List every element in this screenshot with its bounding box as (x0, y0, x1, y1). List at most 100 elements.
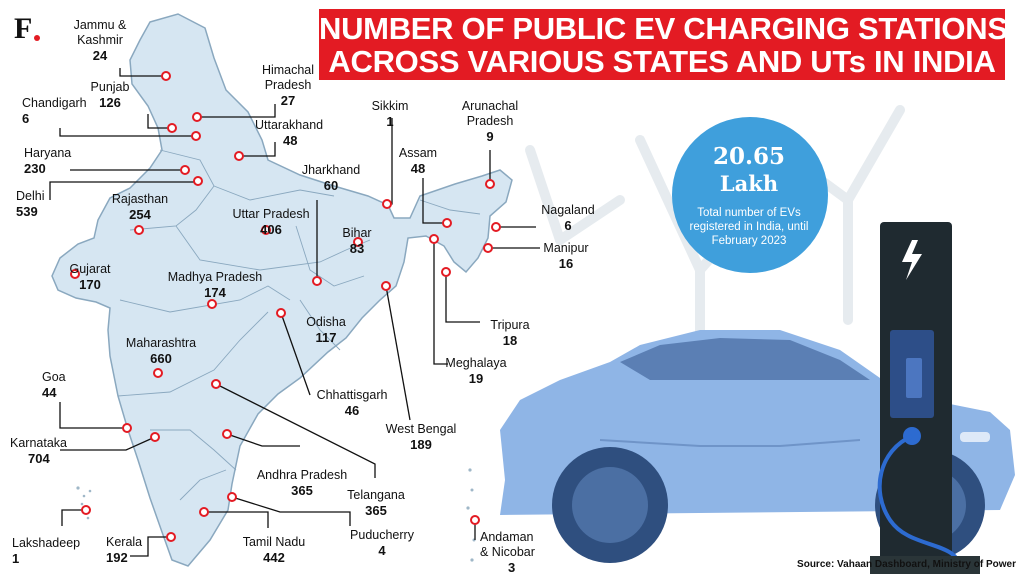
state-value: 539 (16, 204, 38, 219)
state-value: 230 (24, 161, 46, 176)
state-name: Delhi (16, 189, 45, 203)
label-gujarat: Gujarat 170 (60, 262, 120, 292)
label-meghalaya: Meghalaya 19 (438, 356, 514, 386)
state-value: 9 (486, 129, 494, 144)
state-name: Gujarat (69, 262, 111, 276)
label-andaman-nicobar: Andaman & Nicobar 3 (480, 530, 535, 575)
label-assam: Assam 48 (396, 146, 440, 176)
state-value: 48 (410, 161, 426, 176)
state-name: Haryana (24, 146, 72, 160)
state-value: 4 (378, 543, 386, 558)
label-uttar-pradesh: Uttar Pradesh 406 (226, 207, 316, 237)
state-value: 365 (365, 503, 387, 518)
label-manipur: Manipur 16 (538, 241, 594, 271)
ev-total-unit: Lakh (719, 171, 779, 196)
state-name: Assam (398, 146, 438, 160)
label-uttarakhand: Uttarakhand 48 (255, 118, 323, 148)
state-value: 24 (92, 48, 108, 63)
state-value: 18 (502, 333, 518, 348)
label-kerala: Kerala 192 (106, 535, 142, 565)
state-name: Maharashtra (125, 336, 197, 350)
leader-lines (49, 68, 540, 557)
label-madhya-pradesh: Madhya Pradesh 174 (160, 270, 270, 300)
state-value: 660 (150, 351, 172, 366)
state-name: Puducherry (350, 528, 414, 542)
state-name: Madhya Pradesh (167, 270, 263, 284)
state-name: Arunachal Pradesh (461, 99, 519, 128)
label-jharkhand: Jharkhand 60 (296, 163, 366, 193)
label-haryana: Haryana 230 (24, 146, 71, 176)
label-punjab: Punjab 126 (80, 80, 140, 110)
state-name: Sikkim (371, 99, 409, 113)
state-name: Andaman & Nicobar (480, 530, 535, 559)
label-chhattisgarh: Chhattisgarh 46 (310, 388, 394, 418)
label-jammu-kashmir: Jammu & Kashmir 24 (60, 18, 140, 63)
state-name: Tripura (490, 318, 530, 332)
state-value: 189 (410, 437, 432, 452)
state-name: Himachal Pradesh (261, 63, 315, 92)
logo: F (14, 12, 33, 45)
state-name: Karnataka (10, 436, 67, 450)
state-name: Rajasthan (111, 192, 169, 206)
label-puducherry: Puducherry 4 (344, 528, 420, 558)
state-value: 442 (263, 550, 285, 565)
state-name: Meghalaya (445, 356, 507, 370)
state-value: 365 (291, 483, 313, 498)
label-arunachal-pradesh: Arunachal Pradesh 9 (452, 99, 528, 144)
label-chandigarh: Chandigarh 6 (22, 96, 87, 126)
state-name: Chhattisgarh (316, 388, 388, 402)
title-line-2: ACROSS VARIOUS STATES AND UTs IN INDIA (328, 44, 996, 79)
label-sikkim: Sikkim 1 (368, 99, 412, 129)
state-name: Tamil Nadu (242, 535, 306, 549)
ev-total-bubble (672, 117, 828, 273)
label-odisha: Odisha 117 (300, 315, 352, 345)
state-value: 44 (42, 385, 57, 400)
state-name: Jammu & Kashmir (73, 18, 127, 47)
state-value: 254 (129, 207, 151, 222)
label-rajasthan: Rajasthan 254 (100, 192, 180, 222)
label-karnataka: Karnataka 704 (10, 436, 67, 466)
state-value: 1 (386, 114, 394, 129)
label-nagaland: Nagaland 6 (536, 203, 600, 233)
state-value: 60 (323, 178, 339, 193)
label-west-bengal: West Bengal 189 (378, 422, 464, 452)
state-name: Kerala (106, 535, 143, 549)
state-name: Lakshadeep (12, 536, 81, 550)
label-telangana: Telangana 365 (338, 488, 414, 518)
label-tripura: Tripura 18 (482, 318, 538, 348)
state-borders (117, 149, 481, 501)
markers (70, 71, 501, 542)
state-name: Manipur (543, 241, 589, 255)
state-value: 3 (508, 560, 516, 575)
state-value: 1 (12, 551, 20, 566)
ev-total-description: Total number of EVs registered in India,… (689, 207, 809, 247)
state-value: 117 (315, 330, 337, 345)
state-name: Uttar Pradesh (232, 207, 310, 221)
label-himachal-pradesh: Himachal Pradesh 27 (248, 63, 328, 108)
state-value: 48 (283, 133, 298, 148)
title-banner: NUMBER OF PUBLIC EV CHARGING STATIONS AC… (319, 9, 1008, 80)
state-name: Uttarakhand (255, 118, 324, 132)
state-value: 19 (468, 371, 484, 386)
logo-dot (34, 35, 40, 41)
state-name: Bihar (342, 226, 372, 240)
state-value: 6 (564, 218, 572, 233)
label-bihar: Bihar 83 (336, 226, 378, 256)
label-andhra-pradesh: Andhra Pradesh 365 (252, 468, 352, 498)
state-value: 174 (204, 285, 226, 300)
label-delhi: Delhi 539 (16, 189, 45, 219)
label-tamil-nadu: Tamil Nadu 442 (236, 535, 312, 565)
state-value: 83 (349, 241, 365, 256)
state-name: Chandigarh (22, 96, 87, 110)
state-value: 16 (558, 256, 574, 271)
state-name: Andhra Pradesh (256, 468, 348, 482)
state-name: Telangana (347, 488, 405, 502)
state-value: 704 (28, 451, 50, 466)
state-value: 170 (79, 277, 101, 292)
state-name: Goa (42, 370, 66, 384)
state-value: 27 (280, 93, 296, 108)
source-note: Source: Vahaan Dashboard, Ministry of Po… (797, 559, 1016, 570)
state-value: 46 (344, 403, 360, 418)
